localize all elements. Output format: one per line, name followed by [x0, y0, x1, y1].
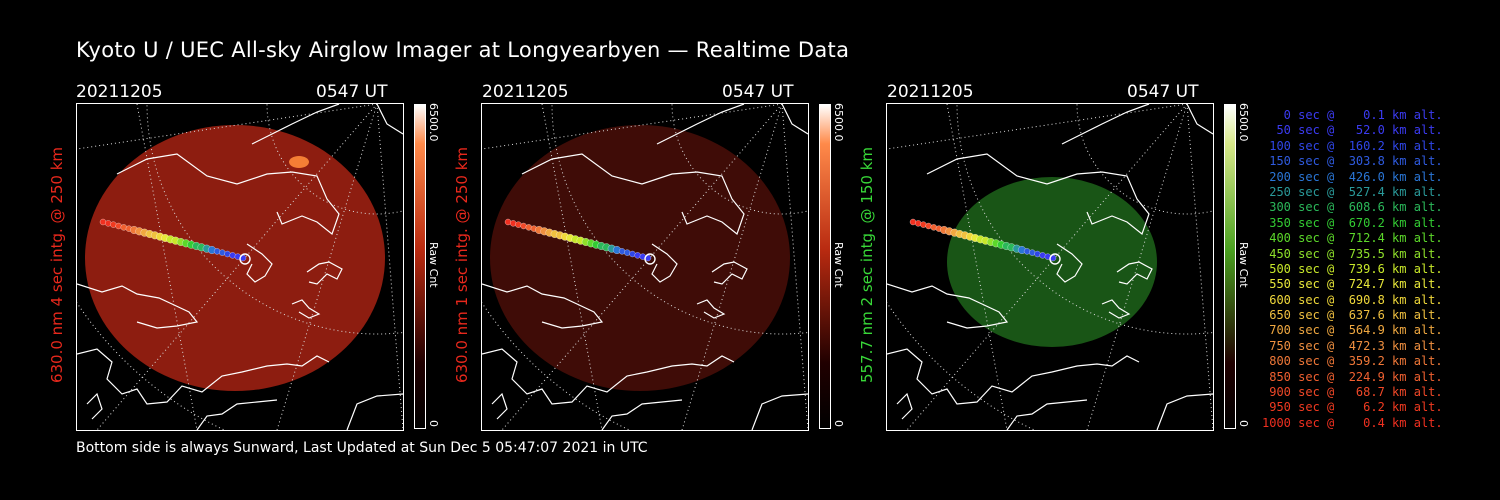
panel-3-ylabel: 557.7 nm 2 sec intg. @ 150 km	[858, 146, 876, 384]
panel-1-cbar-min: 0	[427, 420, 440, 427]
panel-1-time: 0547 UT	[316, 82, 388, 102]
panel-1-date: 20211205	[76, 82, 163, 102]
panel-2-cbar-max: 6500.0	[832, 103, 845, 142]
panel-2-cbar-min: 0	[832, 420, 845, 427]
panel-2-colorbar	[819, 104, 831, 429]
legend-entry: 200 sec @ 426.0 km alt.	[1262, 169, 1443, 184]
panel-2-time: 0547 UT	[722, 82, 794, 102]
legend-entry: 650 sec @ 637.6 km alt.	[1262, 308, 1443, 323]
legend-entry: 250 sec @ 527.4 km alt.	[1262, 184, 1443, 199]
legend-entry: 150 sec @ 303.8 km alt.	[1262, 154, 1443, 169]
legend-entry: 1000 sec @ 0.4 km alt.	[1262, 415, 1443, 430]
legend-entry: 350 sec @ 670.2 km alt.	[1262, 215, 1443, 230]
legend-entry: 550 sec @ 724.7 km alt.	[1262, 277, 1443, 292]
panel-3-colorbar	[1224, 104, 1236, 429]
panel-2-cbar-label: Raw Cnt	[832, 242, 845, 288]
panel-3-cbar-label: Raw Cnt	[1237, 242, 1250, 288]
legend-entry: 900 sec @ 68.7 km alt.	[1262, 385, 1443, 400]
legend-entry: 950 sec @ 6.2 km alt.	[1262, 400, 1443, 415]
trajectory-legend: 0 sec @ 0.1 km alt. 50 sec @ 52.0 km alt…	[1262, 108, 1443, 431]
panel-3-cbar-min: 0	[1237, 420, 1250, 427]
legend-entry: 50 sec @ 52.0 km alt.	[1262, 123, 1443, 138]
footer-status: Bottom side is always Sunward, Last Upda…	[76, 440, 648, 456]
legend-entry: 500 sec @ 739.6 km alt.	[1262, 261, 1443, 276]
legend-entry: 850 sec @ 224.9 km alt.	[1262, 369, 1443, 384]
panel-1-ylabel: 630.0 nm 4 sec intg. @ 250 km	[48, 146, 66, 384]
legend-entry: 800 sec @ 359.2 km alt.	[1262, 354, 1443, 369]
legend-entry: 750 sec @ 472.3 km alt.	[1262, 338, 1443, 353]
panel-2-image	[481, 103, 809, 431]
panel-3-time: 0547 UT	[1127, 82, 1199, 102]
panel-1-colorbar	[414, 104, 426, 429]
page-title: Kyoto U / UEC All-sky Airglow Imager at …	[76, 38, 850, 62]
legend-entry: 0 sec @ 0.1 km alt.	[1262, 108, 1443, 122]
legend-entry: 700 sec @ 564.9 km alt.	[1262, 323, 1443, 338]
panel-1-cbar-label: Raw Cnt	[427, 242, 440, 288]
panel-3-image	[886, 103, 1214, 431]
legend-entry: 450 sec @ 735.5 km alt.	[1262, 246, 1443, 261]
legend-entry: 600 sec @ 690.8 km alt.	[1262, 292, 1443, 307]
panel-1-image	[76, 103, 404, 431]
panel-2-ylabel: 630.0 nm 1 sec intg. @ 250 km	[453, 146, 471, 384]
panel-3-cbar-max: 6500.0	[1237, 103, 1250, 142]
legend-entry: 100 sec @ 160.2 km alt.	[1262, 138, 1443, 153]
panel-2-date: 20211205	[482, 82, 569, 102]
legend-entry: 400 sec @ 712.4 km alt.	[1262, 231, 1443, 246]
legend-entry: 300 sec @ 608.6 km alt.	[1262, 200, 1443, 215]
panel-1-cbar-max: 6500.0	[427, 103, 440, 142]
panel-3-date: 20211205	[887, 82, 974, 102]
